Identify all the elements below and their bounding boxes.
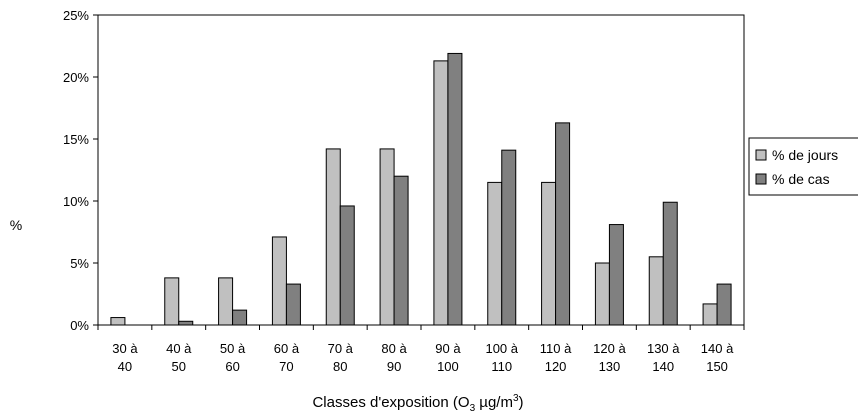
x-tick-label: 150 (706, 359, 728, 374)
x-axis-label-main: Classes d'exposition (O (312, 394, 469, 411)
bar-jours (594, 262, 610, 326)
x-axis-label-unit: µg/m (475, 394, 513, 411)
bars-group (110, 52, 732, 326)
bar-jours (433, 60, 449, 326)
bar-cas (501, 149, 517, 326)
axes-group: 0% 5% 10% 15% 20% 25% 30 à 40 40 à 50 50 à 60 60 à 70… (63, 8, 745, 374)
bar-jours (110, 317, 126, 326)
x-axis-label-sup: 3 (513, 393, 519, 404)
x-axis-label-sub: 3 (470, 403, 476, 414)
bar-cas (393, 175, 409, 326)
bar-cas (662, 201, 678, 326)
x-tick-label: 70 (279, 359, 293, 374)
x-tick-label: 80 (333, 359, 347, 374)
bar-jours (487, 181, 503, 326)
bar-jours (379, 148, 395, 326)
legend-box (748, 137, 858, 196)
x-tick-label: 40 (118, 359, 132, 374)
y-axis-label: % (10, 217, 22, 233)
plot-area-border (97, 14, 745, 326)
bar-jours (325, 148, 341, 326)
bar-cas (555, 122, 571, 326)
y-tick-label: 25% (63, 8, 89, 23)
x-tick-label: 90 à (435, 341, 461, 356)
legend-label-cas: % de cas (772, 171, 830, 187)
x-tick-label: 100 à (485, 341, 518, 356)
bar-jours (218, 277, 234, 326)
x-tick-label: 100 (437, 359, 459, 374)
x-tick-label: 60 à (274, 341, 300, 356)
bar-cas (285, 283, 301, 326)
x-tick-label: 50 (172, 359, 186, 374)
bar-cas (178, 320, 194, 326)
y-tick-label: 20% (63, 70, 89, 85)
x-tick-label: 120 à (593, 341, 626, 356)
y-tick-label: 0% (70, 318, 89, 333)
x-tick-label: 130 à (647, 341, 680, 356)
y-tick-label: 15% (63, 132, 89, 147)
legend-label-jours: % de jours (772, 147, 838, 163)
x-tick-label: 130 (599, 359, 621, 374)
x-tick-label: 50 à (220, 341, 246, 356)
bar-jours (648, 256, 664, 326)
x-tick-label: 110 (491, 359, 512, 374)
legend-swatch-cas (755, 173, 767, 185)
bar-cas (447, 52, 463, 326)
bar-cas (716, 283, 732, 326)
x-tick-label: 120 (545, 359, 567, 374)
legend-swatch-jours (755, 149, 767, 161)
bar-cas (232, 309, 248, 326)
x-tick-label: 140 (652, 359, 674, 374)
legend: % de jours % de cas (748, 137, 858, 196)
x-axis-label-close: ) (519, 394, 524, 411)
bar-jours (702, 303, 718, 326)
bar-cas (608, 224, 624, 326)
x-tick-label: 90 (387, 359, 401, 374)
x-tick-label: 70 à (328, 341, 354, 356)
bar-jours (271, 236, 287, 326)
x-tick-label: 60 (225, 359, 239, 374)
x-tick-label: 140 à (701, 341, 734, 356)
bar-jours (541, 181, 557, 326)
bar-cas (339, 205, 355, 326)
y-tick-label: 10% (63, 194, 89, 209)
y-tick-label: 5% (70, 256, 89, 271)
x-tick-label: 80 à (381, 341, 407, 356)
x-axis-label: Classes d'exposition (O3 µg/m3) (312, 393, 523, 414)
x-tick-label: 110 à (540, 341, 572, 356)
x-tick-label: 40 à (166, 341, 192, 356)
x-tick-label: 30 à (112, 341, 138, 356)
bar-jours (164, 277, 180, 326)
